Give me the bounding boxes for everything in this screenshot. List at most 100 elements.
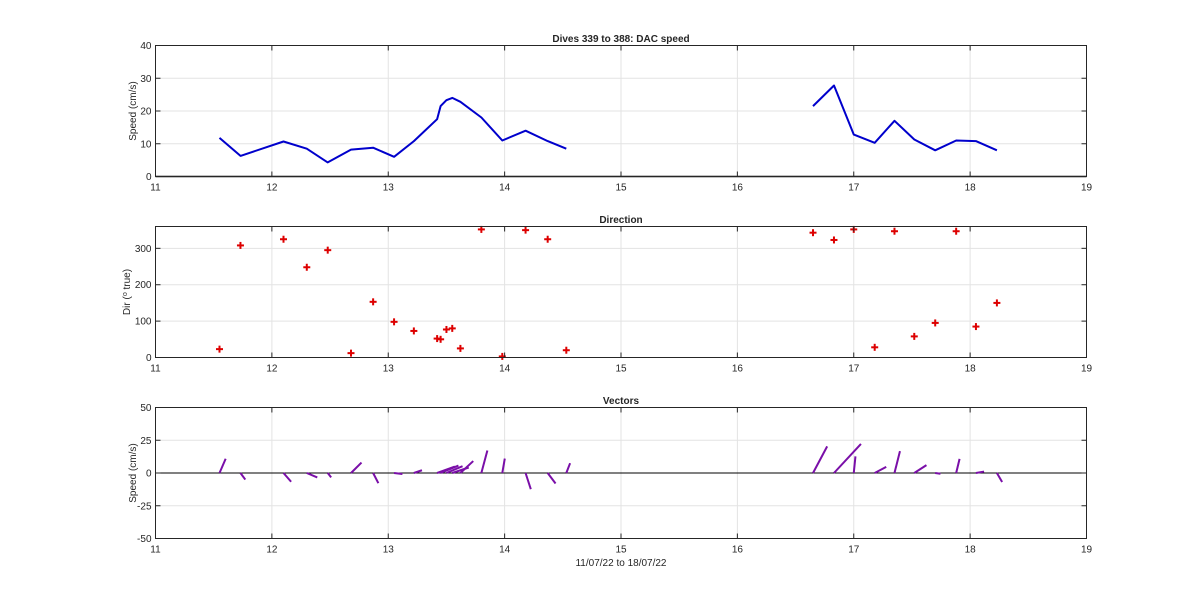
direction-marker: [236, 241, 244, 249]
vector-stick: [996, 472, 1003, 483]
vectors-x-ticks: 11 12 13 14 15 16 17 18 19: [150, 407, 1093, 556]
speed-x-tick-label: 13: [383, 183, 395, 194]
direction-x-tick-label: 15: [615, 364, 627, 375]
vector-stick: [833, 443, 862, 474]
speed-x-tick-label: 14: [499, 183, 511, 194]
vector-stick: [812, 445, 829, 474]
direction-marker: [871, 343, 879, 351]
direction-x-tick-label: 14: [499, 364, 511, 375]
speed-x-tick-label: 12: [266, 183, 278, 194]
vector-stick: [459, 460, 474, 474]
speed-series-line: [812, 84, 998, 152]
direction-marker: [442, 325, 450, 333]
vector-stick: [239, 472, 247, 481]
direction-x-tick-label: 19: [1081, 364, 1093, 375]
vector-stick: [326, 472, 332, 478]
direction-y-label: Dir (o true): [122, 269, 134, 315]
speed-x-tick-label: 15: [615, 183, 627, 194]
direction-marker: [952, 227, 960, 235]
vectors-panel: 11 12 13 14 15 16 17 18 19 -50 -25 0 25 50 Vectors S…: [128, 396, 1092, 569]
direction-x-tick-label: 18: [965, 364, 977, 375]
vector-stick: [282, 472, 292, 483]
vector-stick: [372, 472, 380, 484]
speed-series-line: [218, 96, 567, 164]
direction-marker: [347, 349, 355, 357]
direction-marker: [280, 235, 288, 243]
direction-marker: [324, 246, 332, 254]
speed-lines: [218, 84, 998, 164]
vectors-x-tick-label: 16: [732, 545, 744, 556]
direction-marker: [522, 226, 530, 234]
direction-marker: [931, 319, 939, 327]
direction-y-tick-label: 0: [146, 353, 152, 364]
speed-y-tick-label: 40: [140, 41, 152, 52]
vector-stick: [440, 464, 459, 474]
direction-x-tick-label: 16: [732, 364, 744, 375]
speed-x-tick-label: 16: [732, 183, 744, 194]
vector-stick: [501, 458, 506, 474]
vector-stick: [524, 472, 532, 490]
vector-stick: [413, 469, 423, 474]
speed-x-ticks: 11 12 13 14 15 16 17 18 19: [150, 45, 1092, 194]
direction-marker: [562, 346, 570, 354]
vector-stick: [480, 450, 489, 474]
vectors-y-tick-label: -25: [137, 501, 152, 512]
vectors-x-tick-label: 18: [965, 545, 977, 556]
vectors-x-tick-label: 19: [1081, 545, 1093, 556]
vector-stick: [975, 470, 985, 474]
vector-stick: [874, 465, 887, 474]
vectors-x-tick-label: 11: [150, 545, 161, 556]
vectors-y-tick-label: 50: [140, 403, 152, 414]
vector-stick: [935, 472, 941, 475]
direction-x-tick-label: 17: [848, 364, 860, 375]
direction-markers: [216, 225, 1001, 360]
vectors-x-tick-label: 17: [848, 545, 860, 556]
direction-marker: [993, 299, 1001, 307]
vector-stick: [955, 458, 961, 474]
speed-panel: 11 12 13 14 15 16 17 18 19 0 10 20 30 40 Dives 339 t…: [128, 34, 1092, 194]
vectors-x-label: 11/07/22 to 18/07/22: [575, 558, 666, 569]
direction-marker: [437, 335, 445, 343]
speed-y-tick-label: 0: [146, 172, 152, 183]
speed-y-label: Speed (cm/s): [128, 81, 139, 140]
direction-marker: [448, 324, 456, 332]
direction-x-ticks: 11 12 13 14 15 16 17 18 19: [150, 226, 1093, 375]
vectors-y-label: Speed (cm/s): [128, 443, 139, 502]
direction-marker: [809, 229, 817, 237]
speed-x-tick-label: 18: [965, 183, 977, 194]
direction-x-tick-label: 13: [383, 364, 395, 375]
direction-marker: [477, 225, 485, 233]
vectors-y-tick-label: 0: [146, 469, 152, 480]
direction-y-tick-label: 200: [135, 280, 152, 291]
vectors-x-tick-label: 14: [499, 545, 511, 556]
direction-y-tick-label: 100: [135, 317, 152, 328]
vector-stick: [350, 461, 363, 474]
direction-x-tick-label: 12: [266, 364, 278, 375]
speed-y-ticks: 0 10 20 30 40: [140, 41, 1087, 183]
direction-title: Direction: [599, 215, 642, 226]
direction-marker: [456, 344, 464, 352]
vector-stick: [446, 465, 463, 474]
vectors-sticks: [218, 443, 1003, 490]
direction-marker: [972, 323, 980, 331]
vectors-x-tick-label: 12: [266, 545, 278, 556]
vector-stick: [306, 472, 318, 479]
direction-marker: [216, 345, 224, 353]
direction-marker: [410, 327, 418, 335]
speed-title: Dives 339 to 388: DAC speed: [552, 34, 689, 45]
vector-stick: [393, 472, 403, 476]
speed-x-tick-label: 17: [848, 183, 860, 194]
vector-stick: [565, 462, 572, 474]
direction-x-tick-label: 11: [150, 364, 161, 375]
direction-marker: [303, 263, 311, 271]
vectors-x-tick-label: 13: [383, 545, 395, 556]
vector-stick: [218, 458, 227, 474]
vectors-title: Vectors: [603, 396, 640, 407]
vectors-y-tick-label: 25: [140, 436, 152, 447]
direction-y-ticks: 0 100 200 300: [135, 244, 1087, 364]
speed-y-tick-label: 30: [140, 74, 152, 85]
vectors-y-tick-label: -50: [137, 534, 152, 545]
vector-stick: [852, 456, 857, 474]
